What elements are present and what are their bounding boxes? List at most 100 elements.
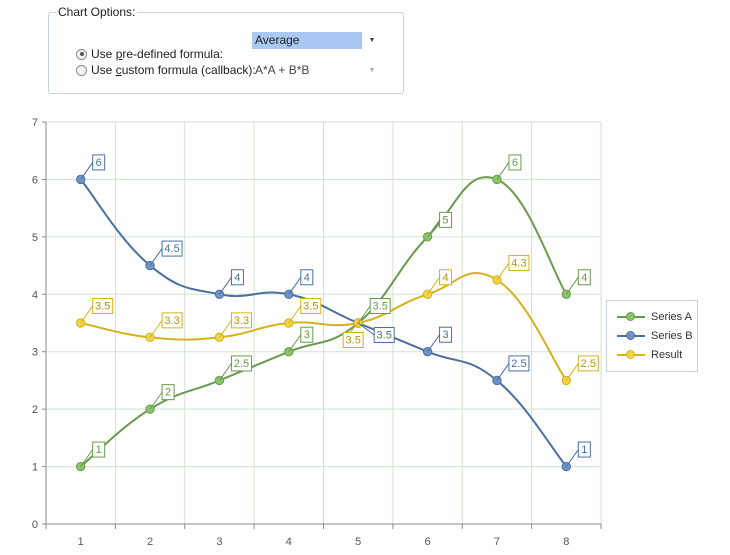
- x-tick-label: 1: [78, 536, 84, 548]
- data-label-box: [369, 298, 391, 314]
- data-point: [214, 332, 225, 343]
- y-tick-label: 5: [32, 232, 38, 244]
- data-label-leader: [149, 320, 163, 338]
- data-label-box: [342, 332, 364, 348]
- series-line-0: [80, 176, 568, 468]
- predefined-formula-value[interactable]: Average: [252, 32, 362, 49]
- data-label: 4: [234, 272, 240, 284]
- data-label: 4: [443, 272, 449, 284]
- data-label-box: [577, 355, 599, 372]
- data-label-leader: [496, 363, 510, 381]
- data-label-box: [230, 312, 252, 329]
- data-point: [561, 461, 572, 472]
- data-label-leader: [149, 391, 163, 410]
- custom-formula-value[interactable]: A*A + B*B: [255, 63, 310, 77]
- data-label-leader: [288, 276, 302, 295]
- series-line-2: [80, 272, 568, 381]
- x-tick-label: 7: [494, 536, 500, 548]
- legend-marker: [617, 330, 645, 342]
- data-label: 6: [512, 157, 518, 169]
- data-point: [75, 174, 86, 185]
- data-label-box: [577, 269, 591, 286]
- data-label-box: [577, 441, 591, 458]
- legend-marker: [617, 311, 645, 323]
- data-label: 3: [304, 329, 310, 341]
- data-label-leader: [427, 219, 440, 238]
- data-label-leader: [496, 262, 510, 281]
- legend-marker: [617, 349, 645, 361]
- data-label-box: [230, 269, 244, 286]
- y-tick-label: 2: [32, 404, 38, 416]
- custom-formula-select[interactable]: A*A + B*B ▼: [252, 62, 378, 79]
- data-label-box: [300, 298, 322, 314]
- data-point: [214, 289, 225, 299]
- y-tick-label: 7: [32, 117, 38, 129]
- predefined-radio[interactable]: [76, 48, 87, 60]
- data-label-leader: [288, 334, 302, 353]
- data-label: 3.3: [164, 315, 179, 327]
- data-point: [492, 375, 502, 386]
- data-point: [492, 275, 502, 285]
- series-line-1: [79, 178, 568, 468]
- data-point: [353, 318, 363, 328]
- data-point: [284, 347, 294, 357]
- data-point: [145, 404, 155, 414]
- data-label-leader: [565, 363, 579, 381]
- data-label: 3: [443, 329, 449, 341]
- data-label-leader: [565, 449, 579, 467]
- data-label: 3.5: [373, 301, 388, 313]
- data-label: 2.5: [234, 358, 249, 370]
- x-tick-label: 6: [425, 536, 431, 548]
- custom-radio[interactable]: [76, 64, 87, 76]
- data-label-box: [230, 355, 252, 372]
- data-label-box: [92, 441, 106, 458]
- data-label-leader: [219, 320, 232, 338]
- chevron-down-icon[interactable]: ▼: [368, 37, 376, 44]
- data-label: 3.5: [95, 301, 110, 313]
- data-label: 3.3: [234, 315, 249, 327]
- data-label-box: [508, 254, 530, 271]
- data-point: [75, 318, 86, 328]
- data-label: 3.5: [303, 301, 318, 313]
- data-label: 4.3: [511, 257, 526, 269]
- data-label: 2.5: [581, 358, 596, 370]
- data-point: [561, 289, 572, 299]
- y-tick-label: 6: [32, 174, 38, 186]
- data-label: 2: [165, 387, 171, 399]
- data-label: 1: [581, 444, 587, 456]
- data-label-box: [508, 154, 522, 171]
- data-label: 5: [443, 214, 449, 226]
- x-tick-label: 4: [286, 536, 292, 548]
- legend-item: Series B: [617, 328, 693, 344]
- x-tick-label: 8: [563, 536, 569, 548]
- data-label-box: [439, 269, 453, 286]
- data-label-leader: [288, 305, 302, 324]
- data-label-leader: [427, 276, 440, 295]
- chevron-down-icon[interactable]: ▼: [368, 67, 376, 74]
- data-point: [353, 318, 363, 328]
- data-point: [422, 347, 433, 357]
- data-label-box: [161, 384, 175, 401]
- data-label-box: [439, 211, 453, 228]
- legend-label: Result: [651, 349, 683, 361]
- predefined-formula-select[interactable]: Average ▼: [252, 32, 378, 49]
- data-point: [422, 232, 433, 242]
- data-label-box: [92, 154, 106, 171]
- legend-label: Series B: [651, 330, 693, 342]
- data-point: [75, 461, 86, 472]
- data-label: 3.5: [377, 330, 392, 342]
- data-point: [145, 332, 155, 343]
- data-label-box: [92, 298, 114, 314]
- custom-formula-option[interactable]: Use custom formula (callback):: [76, 61, 256, 79]
- x-tick-label: 2: [147, 536, 153, 548]
- predefined-formula-option[interactable]: Use pre-defined formula:: [76, 45, 223, 63]
- data-point: [492, 174, 502, 185]
- data-label-box: [439, 326, 453, 343]
- predefined-label[interactable]: Use pre-defined formula:: [91, 47, 224, 61]
- data-point: [284, 289, 294, 299]
- data-label-leader: [80, 305, 94, 324]
- custom-label[interactable]: Use custom formula (callback):: [91, 63, 256, 77]
- data-label-box: [508, 355, 530, 372]
- y-tick-label: 0: [32, 519, 38, 531]
- data-label: 4: [581, 272, 587, 284]
